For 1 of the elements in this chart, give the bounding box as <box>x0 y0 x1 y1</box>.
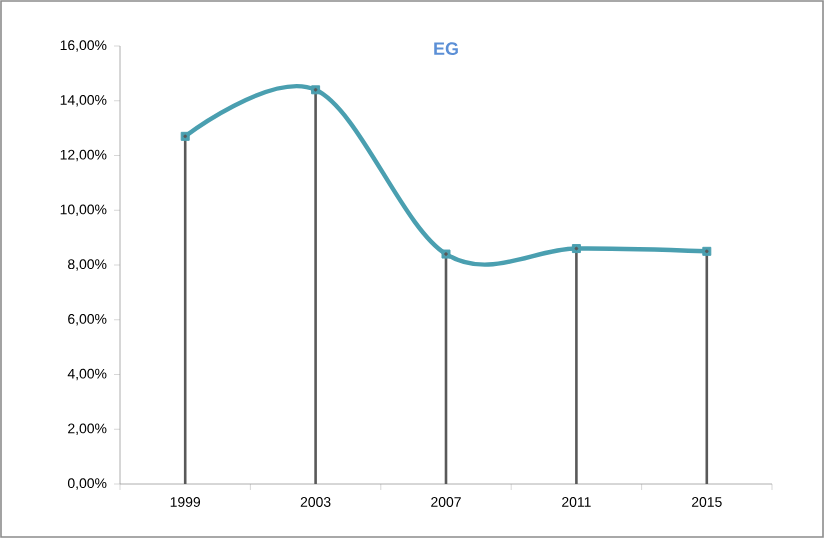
chart-title: EG <box>434 42 458 56</box>
